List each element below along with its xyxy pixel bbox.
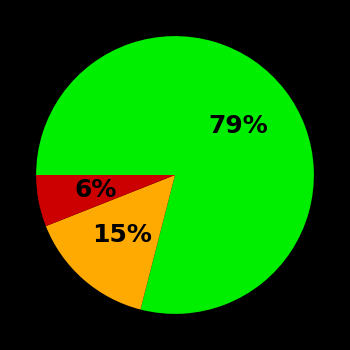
Text: 79%: 79% — [209, 114, 268, 138]
Wedge shape — [36, 36, 314, 314]
Text: 6%: 6% — [75, 178, 117, 202]
Wedge shape — [46, 175, 175, 309]
Text: 15%: 15% — [92, 223, 152, 247]
Wedge shape — [36, 175, 175, 226]
